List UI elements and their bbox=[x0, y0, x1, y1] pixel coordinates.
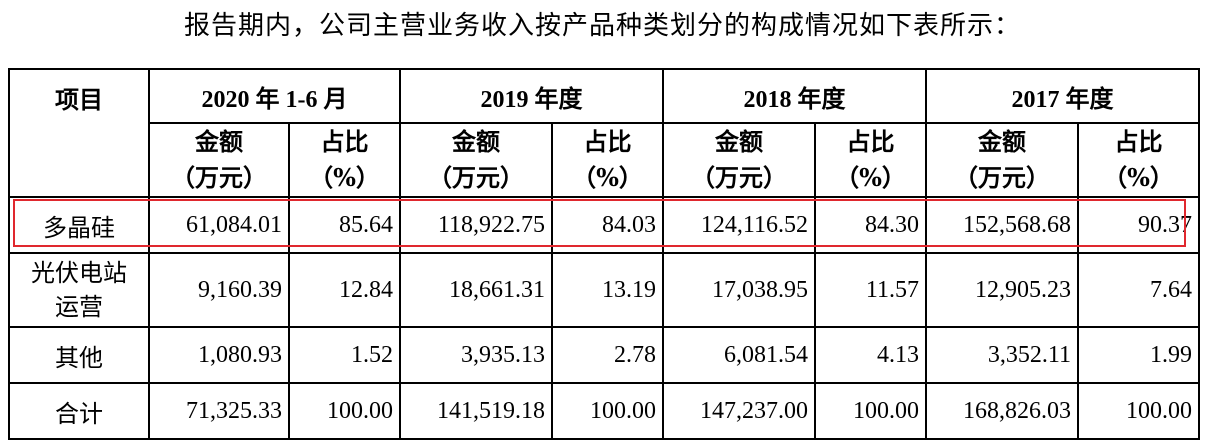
cell-ratio: 100.00 bbox=[551, 382, 664, 440]
cell-amount: 118,922.75 bbox=[399, 196, 553, 254]
table-row: 其他 1,080.93 1.52 3,935.13 2.78 6,081.54 … bbox=[8, 326, 1200, 384]
cell-ratio: 13.19 bbox=[551, 252, 664, 328]
header-row-metrics: 金额 （万元） 占比 （%） 金额 （万元） 占比 （%） 金额 （万元） 占比 （%） 金… bbox=[9, 122, 1200, 198]
cell-amount: 18,661.31 bbox=[399, 252, 553, 328]
period-header-2019: 2019 年度 bbox=[399, 68, 664, 124]
amount-header: 金额 （万元） bbox=[662, 122, 816, 198]
amount-header: 金额 （万元） bbox=[925, 122, 1079, 198]
period-header-2018: 2018 年度 bbox=[662, 68, 927, 124]
cell-ratio: 1.99 bbox=[1077, 326, 1200, 384]
cell-ratio: 84.30 bbox=[814, 196, 927, 254]
revenue-composition-table: 项目 2020 年 1-6 月 2019 年度 2018 年度 2017 年度 … bbox=[8, 68, 1200, 440]
ratio-header: 占比 （%） bbox=[1077, 122, 1200, 198]
table-row: 多晶硅 61,084.01 85.64 118,922.75 84.03 124… bbox=[8, 196, 1200, 254]
table-row: 光伏电站 运营 9,160.39 12.84 18,661.31 13.19 17… bbox=[8, 252, 1200, 328]
cell-amount: 6,081.54 bbox=[662, 326, 816, 384]
period-header-2017: 2017 年度 bbox=[925, 68, 1200, 124]
cell-ratio: 2.78 bbox=[551, 326, 664, 384]
cell-amount: 17,038.95 bbox=[662, 252, 816, 328]
header-row-periods: 项目 2020 年 1-6 月 2019 年度 2018 年度 2017 年度 bbox=[8, 68, 1200, 198]
cell-amount: 12,905.23 bbox=[925, 252, 1079, 328]
cell-ratio: 11.57 bbox=[814, 252, 927, 328]
ratio-header: 占比 （%） bbox=[814, 122, 927, 198]
ratio-header: 占比 （%） bbox=[288, 122, 401, 198]
row-label: 光伏电站 运营 bbox=[8, 252, 150, 328]
cell-amount: 1,080.93 bbox=[148, 326, 290, 384]
cell-amount: 3,352.11 bbox=[925, 326, 1079, 384]
row-label: 多晶硅 bbox=[8, 196, 150, 254]
period-header-2020h1: 2020 年 1-6 月 bbox=[148, 68, 401, 124]
cell-amount: 152,568.68 bbox=[925, 196, 1079, 254]
row-label: 合计 bbox=[8, 382, 150, 440]
amount-header: 金额 （万元） bbox=[399, 122, 553, 198]
cell-ratio: 84.03 bbox=[551, 196, 664, 254]
item-header: 项目 bbox=[8, 68, 150, 198]
cell-ratio: 7.64 bbox=[1077, 252, 1200, 328]
cell-amount: 141,519.18 bbox=[399, 382, 553, 440]
ratio-header: 占比 （%） bbox=[551, 122, 664, 198]
cell-amount: 124,116.52 bbox=[662, 196, 816, 254]
cell-ratio: 4.13 bbox=[814, 326, 927, 384]
cell-ratio: 100.00 bbox=[1077, 382, 1200, 440]
cell-ratio: 12.84 bbox=[288, 252, 401, 328]
cell-amount: 147,237.00 bbox=[662, 382, 816, 440]
cell-amount: 3,935.13 bbox=[399, 326, 553, 384]
cell-amount: 71,325.33 bbox=[148, 382, 290, 440]
cell-ratio: 100.00 bbox=[814, 382, 927, 440]
total-row: 合计 71,325.33 100.00 141,519.18 100.00 14… bbox=[8, 382, 1200, 440]
cell-amount: 9,160.39 bbox=[148, 252, 290, 328]
amount-header: 金额 （万元） bbox=[148, 122, 290, 198]
cell-amount: 168,826.03 bbox=[925, 382, 1079, 440]
cell-ratio: 85.64 bbox=[288, 196, 401, 254]
cell-ratio: 90.37 bbox=[1077, 196, 1200, 254]
cell-ratio: 100.00 bbox=[288, 382, 401, 440]
cell-amount: 61,084.01 bbox=[148, 196, 290, 254]
cell-ratio: 1.52 bbox=[288, 326, 401, 384]
intro-text: 报告期内，公司主营业务收入按产品种类划分的构成情况如下表所示： bbox=[183, 11, 1021, 41]
row-label: 其他 bbox=[8, 326, 150, 384]
